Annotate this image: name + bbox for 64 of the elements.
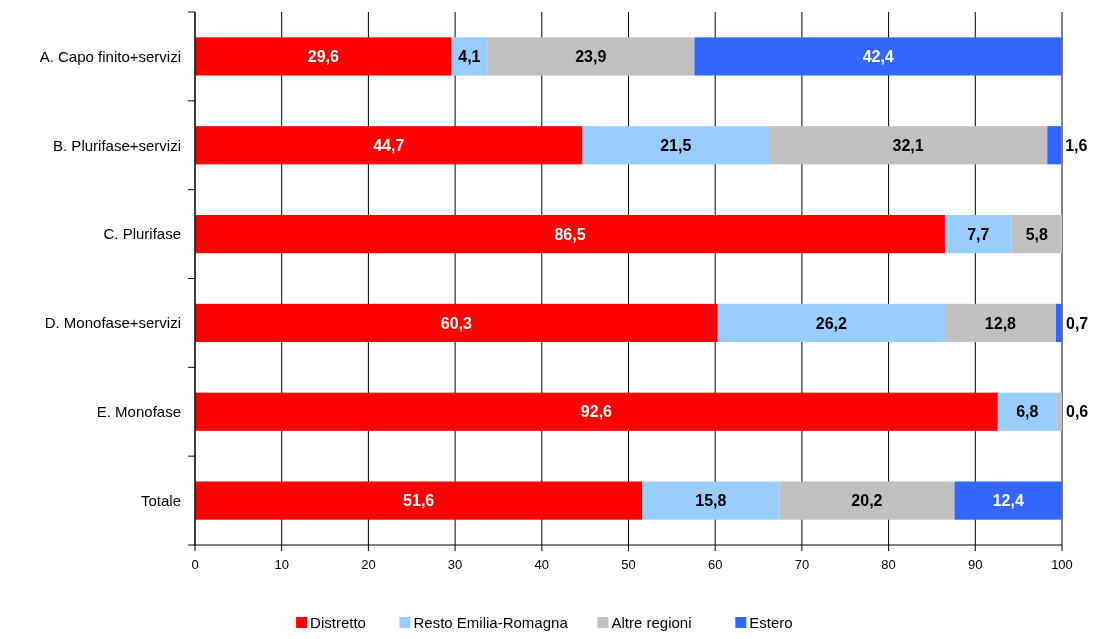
bar	[997, 392, 1057, 431]
data-label: 20,2	[851, 492, 883, 510]
x-tick-label: 50	[621, 557, 636, 572]
bar	[768, 126, 1048, 165]
x-tick-label: 90	[968, 557, 983, 572]
bar	[195, 481, 643, 520]
bar	[642, 481, 780, 520]
legend-label: Estero	[749, 614, 793, 631]
y-tick-label: A. Capo finito+servizi	[39, 47, 181, 65]
data-label: 12,8	[984, 314, 1017, 332]
x-tick-label: 60	[707, 557, 723, 572]
y-tick-label: B. Plurifase+servizi	[53, 136, 181, 154]
bar	[1047, 126, 1062, 165]
data-label: 23,9	[575, 48, 607, 66]
bar	[451, 37, 488, 76]
data-label: 92,6	[580, 403, 613, 421]
bar	[487, 37, 695, 76]
data-label: 26,2	[815, 314, 848, 332]
data-label: 1,6	[1065, 136, 1088, 154]
bar	[195, 392, 998, 431]
data-label: 51,6	[403, 492, 435, 510]
data-label: 5,8	[1025, 225, 1049, 243]
data-label: 12,4	[992, 492, 1024, 510]
bar	[954, 481, 1062, 520]
legend-label: Resto Emilia-Romagna	[413, 614, 569, 631]
bar	[1056, 392, 1062, 431]
y-tick-label: E. Monofase	[96, 403, 181, 420]
bar	[1055, 303, 1062, 343]
bar	[195, 303, 718, 343]
x-tick-label: 70	[794, 557, 810, 572]
data-label: 4,1	[458, 48, 481, 66]
x-tick-label: 20	[361, 557, 376, 572]
bar	[717, 303, 945, 343]
data-label: 7,7	[967, 225, 990, 243]
data-label: 21,5	[660, 136, 692, 154]
bar	[694, 37, 1062, 76]
x-tick-label: 100	[1051, 557, 1073, 572]
bar	[582, 126, 769, 165]
bar	[195, 126, 583, 165]
data-label: 0,7	[1066, 314, 1089, 332]
bar	[195, 37, 452, 76]
data-label: 42,4	[862, 48, 894, 66]
x-tick-label: 30	[447, 557, 463, 572]
bar	[944, 303, 1056, 343]
data-label: 44,7	[373, 136, 405, 154]
x-tick-label: 80	[881, 557, 896, 572]
y-tick-label: D. Monofase+servizi	[44, 314, 181, 332]
bar	[195, 214, 945, 254]
x-tick-label: 0	[191, 557, 199, 572]
bar	[944, 214, 1012, 254]
data-label: 0,6	[1066, 403, 1089, 421]
x-tick-label: 10	[274, 557, 289, 572]
y-tick-label: Totale	[140, 491, 181, 509]
bar	[779, 481, 955, 520]
data-label: 6,8	[1016, 403, 1039, 421]
y-tick-label: C. Plurifase	[103, 225, 181, 243]
data-label: 32,1	[892, 136, 924, 154]
x-tick-label: 40	[534, 557, 550, 572]
data-label: 15,8	[695, 492, 727, 510]
legend-label: Distretto	[310, 614, 366, 631]
legend-label: Altre regioni	[611, 614, 692, 631]
data-label: 86,5	[554, 225, 586, 243]
data-label: 60,3	[440, 314, 473, 332]
data-label: 29,6	[307, 48, 339, 66]
